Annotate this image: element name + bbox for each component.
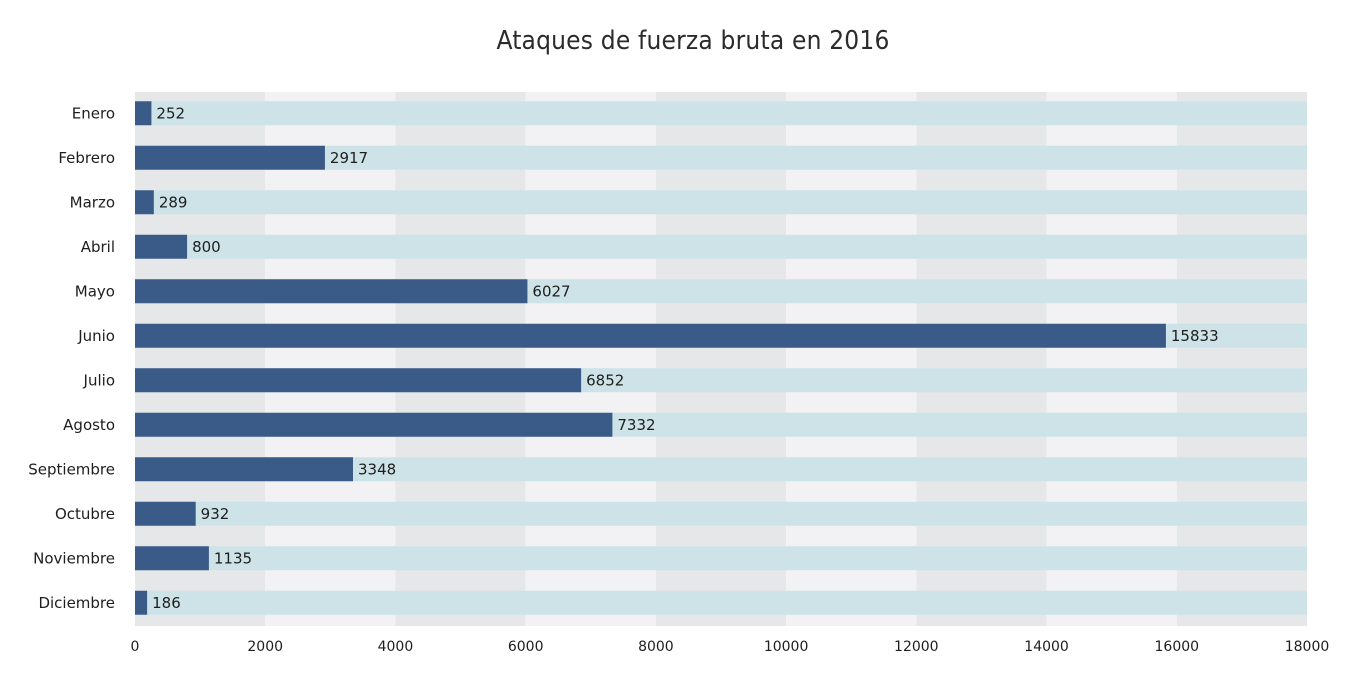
value-label: 2917 xyxy=(330,149,368,167)
category-label: Junio xyxy=(77,327,115,345)
background-band xyxy=(525,92,656,626)
bar xyxy=(135,279,528,304)
background-bands xyxy=(135,92,1307,626)
bar-track xyxy=(135,145,1307,170)
bar xyxy=(135,368,582,393)
x-tick-label: 8000 xyxy=(638,639,674,655)
bar xyxy=(135,501,196,526)
chart-title: Ataques de fuerza bruta en 2016 xyxy=(496,26,890,56)
category-label: Mayo xyxy=(75,282,115,300)
x-axis-ticks: 0 2000 4000 6000 8000 10000 12000 14000 16000 180… xyxy=(131,639,1330,655)
category-label: Febrero xyxy=(58,149,115,167)
background-band xyxy=(265,92,396,626)
category-label: Enero xyxy=(72,104,115,122)
bar-track xyxy=(135,190,1307,215)
value-label: 186 xyxy=(152,594,181,612)
x-tick-label: 10000 xyxy=(764,639,809,655)
category-label: Abril xyxy=(81,238,115,256)
value-label: 6852 xyxy=(586,371,624,389)
background-band xyxy=(786,92,917,626)
x-tick-label: 12000 xyxy=(894,639,939,655)
bar-track xyxy=(135,546,1307,571)
background-band xyxy=(1046,92,1177,626)
background-band xyxy=(135,92,266,626)
bar xyxy=(135,457,353,482)
bar xyxy=(135,190,154,215)
x-tick-label: 14000 xyxy=(1024,639,1069,655)
category-labels: Enero Febrero Marzo Abril Mayo Junio Julio Agos… xyxy=(28,104,115,612)
background-band xyxy=(395,92,526,626)
bar xyxy=(135,546,209,571)
category-label: Marzo xyxy=(70,193,115,211)
bar xyxy=(135,590,148,615)
value-label: 1135 xyxy=(214,549,252,567)
value-label: 252 xyxy=(156,104,185,122)
value-label: 800 xyxy=(192,238,221,256)
category-label: Agosto xyxy=(63,416,115,434)
category-label: Julio xyxy=(83,371,115,389)
bar xyxy=(135,234,188,259)
background-band xyxy=(916,92,1047,626)
value-label: 932 xyxy=(201,505,230,523)
value-label: 289 xyxy=(159,193,188,211)
bar-track xyxy=(135,234,1307,259)
value-label: 7332 xyxy=(617,416,655,434)
bar xyxy=(135,101,152,126)
value-label: 3348 xyxy=(358,460,396,478)
bar-track xyxy=(135,501,1307,526)
bar xyxy=(135,412,613,437)
x-tick-label: 0 xyxy=(131,639,140,655)
value-label: 6027 xyxy=(532,282,570,300)
bar-track xyxy=(135,590,1307,615)
bar xyxy=(135,323,1166,348)
x-tick-label: 18000 xyxy=(1285,639,1330,655)
bar xyxy=(135,145,325,170)
x-tick-label: 4000 xyxy=(378,639,414,655)
x-tick-label: 2000 xyxy=(247,639,283,655)
category-label: Noviembre xyxy=(33,549,115,567)
category-label: Diciembre xyxy=(38,594,115,612)
x-tick-label: 6000 xyxy=(508,639,544,655)
value-label: 15833 xyxy=(1171,327,1219,345)
category-label: Octubre xyxy=(55,505,115,523)
background-band xyxy=(1176,92,1307,626)
bars xyxy=(135,101,1166,615)
background-band xyxy=(655,92,787,626)
category-label: Septiembre xyxy=(28,460,115,478)
bar-track xyxy=(135,101,1307,126)
x-tick-label: 16000 xyxy=(1155,639,1200,655)
value-labels: 252 2917 289 800 6027 15833 6852 7332 3348 932 113… xyxy=(152,104,1219,612)
